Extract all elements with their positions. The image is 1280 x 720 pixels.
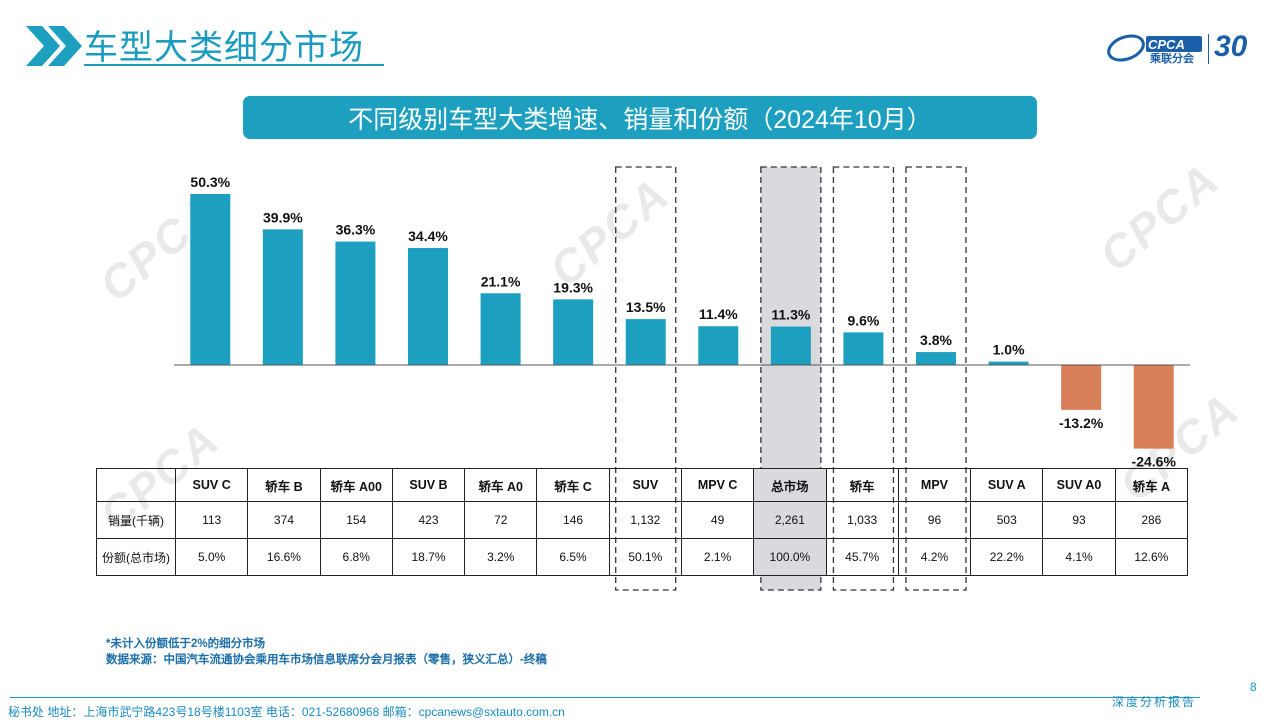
logo-divider — [1208, 34, 1209, 64]
share-cell-9: 45.7% — [825, 538, 899, 576]
sales-cell-12: 93 — [1042, 501, 1116, 539]
footnote-source: 数据来源：中国汽车流通协会乘用车市场信息联席分会月报表（零售，狭义汇总）-终稿 — [106, 654, 547, 666]
data-label-0: 50.3% — [190, 174, 230, 190]
category-label-5: 轿车 C — [536, 468, 610, 502]
bar-8 — [770, 326, 811, 365]
sales-cell-4: 72 — [464, 501, 538, 539]
cpca-logo-subtitle: 乘联分会 — [1150, 53, 1194, 65]
anniversary-logo: 30 — [1214, 30, 1248, 63]
table-corner-cell — [96, 468, 176, 502]
cpca-logo — [1106, 30, 1206, 66]
data-label-11: 1.0% — [993, 342, 1025, 358]
share-cell-1: 16.6% — [247, 538, 321, 576]
title-underline — [84, 64, 384, 66]
chart-title-banner: 不同级别车型大类增速、销量和份额（2024年10月） — [243, 96, 1037, 139]
share-cell-11: 22.2% — [970, 538, 1044, 576]
data-label-5: 19.3% — [553, 279, 593, 295]
share-cell-2: 6.8% — [319, 538, 393, 576]
category-label-4: 轿车 A0 — [464, 468, 538, 502]
data-label-4: 21.1% — [481, 273, 521, 289]
share-cell-8: 100.0% — [753, 538, 827, 576]
category-label-7: MPV C — [680, 468, 755, 502]
sales-cell-9: 1,033 — [825, 501, 899, 539]
sales-cell-0: 113 — [174, 501, 249, 539]
category-label-12: SUV A0 — [1042, 468, 1116, 502]
data-label-1: 39.9% — [263, 209, 303, 225]
data-label-2: 36.3% — [336, 222, 376, 238]
bar-5 — [553, 299, 594, 365]
category-label-9: 轿车 — [825, 468, 899, 502]
category-label-2: 轿车 A00 — [319, 468, 393, 502]
footnotes: *未计入份额低于2%的细分市场 数据来源：中国汽车流通协会乘用车市场信息联席分会… — [106, 636, 547, 668]
category-label-13: 轿车 A — [1114, 468, 1189, 502]
dashed-box-10 — [905, 166, 967, 591]
page-number: 8 — [1250, 680, 1257, 694]
sales-cell-10: 96 — [897, 501, 972, 539]
share-cell-13: 12.6% — [1114, 538, 1189, 576]
report-label: 深度分析报告 — [1112, 695, 1197, 709]
share-cell-0: 5.0% — [174, 538, 249, 576]
table-row-sales: 销量(千辆) 113 374 154 423 72 146 1,132 49 2,261 1,03… — [96, 501, 1189, 539]
sales-cell-11: 503 — [970, 501, 1044, 539]
table-header-row: SUV C 轿车 B 轿车 A00 SUV B 轿车 A0 轿车 C SUV MPV C 总市场… — [96, 468, 1189, 502]
data-label-13: -24.6% — [1132, 454, 1177, 470]
share-cell-6: 50.1% — [608, 538, 682, 576]
data-label-9: 9.6% — [847, 312, 879, 328]
data-label-3: 34.4% — [408, 228, 448, 244]
category-label-1: 轿车 B — [247, 468, 321, 502]
bar-7 — [698, 326, 739, 365]
dashed-box-8 — [760, 166, 822, 591]
data-label-10: 3.8% — [920, 332, 952, 348]
sales-cell-7: 49 — [680, 501, 755, 539]
share-cell-3: 18.7% — [391, 538, 466, 576]
bar-0 — [190, 194, 231, 365]
row-label-share: 份额(总市场) — [96, 538, 176, 576]
bar-13 — [1133, 365, 1174, 449]
sales-cell-5: 146 — [536, 501, 610, 539]
sales-cell-3: 423 — [391, 501, 466, 539]
page-title: 车型大类细分市场 — [84, 29, 364, 67]
dashed-box-6 — [615, 166, 677, 591]
footnote-exclusion: *未计入份额低于2%的细分市场 — [106, 638, 266, 650]
sales-cell-6: 1,132 — [608, 501, 682, 539]
bar-11 — [988, 361, 1029, 365]
data-label-8: 11.3% — [771, 307, 810, 323]
category-label-8: 总市场 — [753, 468, 827, 502]
category-label-6: SUV — [608, 468, 682, 502]
bar-1 — [262, 229, 303, 365]
data-label-12: -13.2% — [1059, 415, 1104, 431]
sales-cell-1: 374 — [247, 501, 321, 539]
sales-cell-2: 154 — [319, 501, 393, 539]
bar-3 — [408, 248, 448, 365]
data-label-6: 13.5% — [626, 299, 666, 315]
share-cell-4: 3.2% — [464, 538, 538, 576]
title-chevron-icon — [26, 26, 82, 71]
category-label-3: SUV B — [391, 468, 466, 502]
dashed-box-9 — [832, 166, 895, 591]
data-table: SUV C 轿车 B 轿车 A00 SUV B 轿车 A0 轿车 C SUV MPV C 总市场… — [96, 468, 1189, 576]
bar-9 — [843, 332, 884, 365]
bar-6 — [625, 319, 666, 365]
category-label-10: MPV — [897, 468, 972, 502]
sales-cell-13: 286 — [1114, 501, 1189, 539]
share-cell-7: 2.1% — [680, 538, 755, 576]
bar-10 — [916, 352, 956, 365]
category-label-0: SUV C — [174, 468, 249, 502]
bar-2 — [335, 241, 376, 365]
cpca-logo-text: CPCA — [1148, 37, 1185, 52]
bar-12 — [1061, 365, 1102, 410]
share-cell-10: 4.2% — [897, 538, 972, 576]
share-cell-5: 6.5% — [536, 538, 610, 576]
data-label-7: 11.4% — [699, 306, 738, 322]
sales-cell-8: 2,261 — [753, 501, 827, 539]
category-label-11: SUV A — [970, 468, 1044, 502]
row-label-sales: 销量(千辆) — [96, 501, 176, 539]
bar-4 — [480, 293, 521, 365]
table-row-share: 份额(总市场) 5.0% 16.6% 6.8% 18.7% 3.2% 6.5% 50.1% 2… — [96, 538, 1189, 576]
footer-divider — [10, 697, 1200, 698]
share-cell-12: 4.1% — [1042, 538, 1116, 576]
footer-contact: 秘书处 地址：上海市武宁路423号18号楼1103室 电话：021-526809… — [8, 705, 565, 719]
